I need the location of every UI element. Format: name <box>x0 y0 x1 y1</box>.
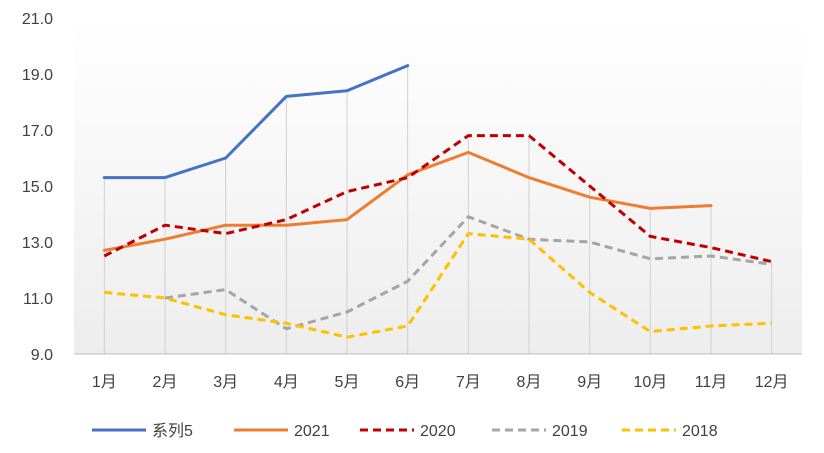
y-tick-label: 15.0 <box>22 179 53 196</box>
plot-area <box>74 18 802 354</box>
y-tick-label: 17.0 <box>22 123 53 140</box>
series-line-2019 <box>164 215 772 331</box>
x-tick-label: 9月 <box>577 374 602 391</box>
x-tick-label: 4月 <box>274 374 299 391</box>
y-tick-label: 9.0 <box>31 347 53 364</box>
x-tick-label: 10月 <box>633 374 667 391</box>
x-tick-label: 3月 <box>213 374 238 391</box>
legend-label: 2019 <box>552 423 588 440</box>
y-tick-label: 13.0 <box>22 235 53 252</box>
x-tick-label: 5月 <box>335 374 360 391</box>
x-tick-label: 7月 <box>456 374 481 391</box>
series-line-2020 <box>103 134 773 264</box>
series-line-系列5 <box>102 64 410 180</box>
legend-label: 2021 <box>294 423 330 440</box>
legend-label: 2020 <box>420 423 456 440</box>
legend-label: 系列5 <box>152 422 193 440</box>
x-tick-label: 6月 <box>395 374 420 391</box>
x-tick-label: 11月 <box>695 374 728 391</box>
y-tick-label: 11.0 <box>23 291 53 308</box>
x-tick-label: 2月 <box>153 374 178 391</box>
x-tick-label: 1月 <box>92 374 117 391</box>
y-tick-label: 19.0 <box>22 67 53 84</box>
series-line-2018 <box>104 232 772 339</box>
y-tick-label: 21.0 <box>22 11 53 28</box>
legend-label: 2018 <box>682 423 718 440</box>
x-tick-label: 8月 <box>517 374 542 391</box>
x-tick-label: 12月 <box>755 374 789 391</box>
